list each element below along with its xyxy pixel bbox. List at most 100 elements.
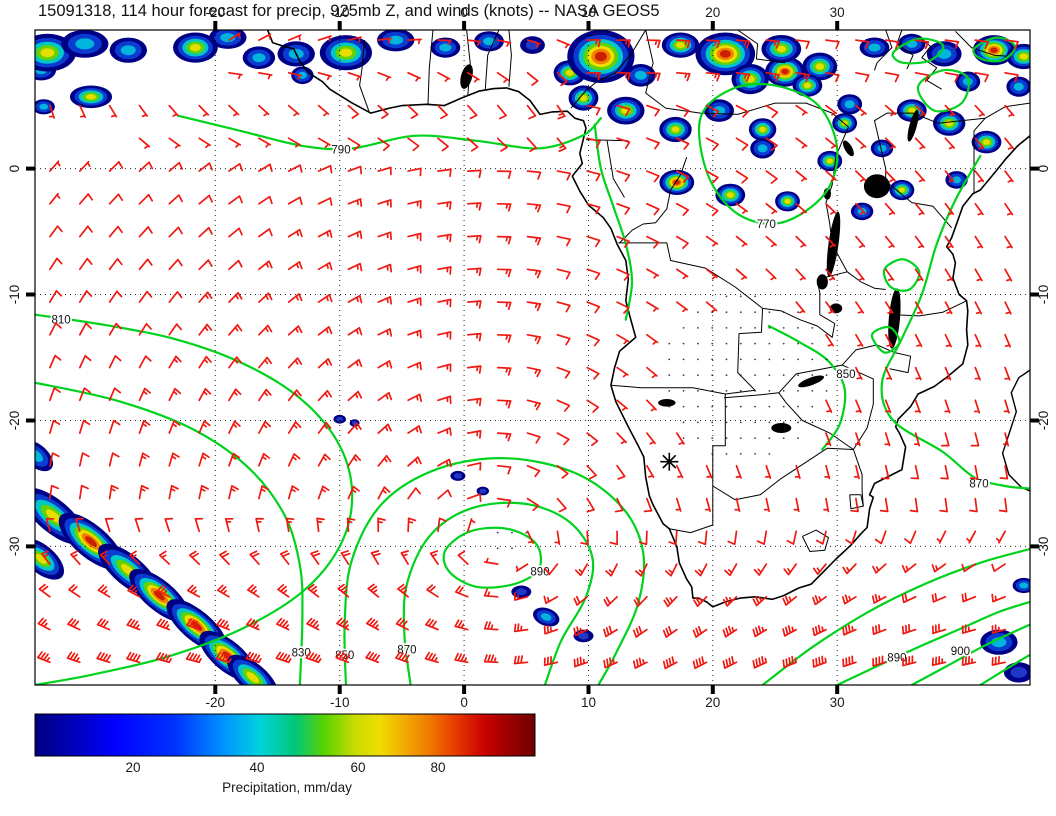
tick-mark [1030, 166, 1039, 171]
wind-barb [756, 530, 768, 545]
x-tick-label: 0 [460, 5, 468, 20]
wind-barb [78, 387, 91, 402]
precip-cell [319, 35, 372, 71]
x-tick-label: 10 [581, 695, 596, 710]
calm-dot [811, 390, 814, 392]
wind-barb [496, 268, 512, 278]
wind-barb [961, 624, 977, 634]
wind-barb [675, 202, 690, 216]
wind-barb [662, 625, 678, 638]
precip-cell [1012, 577, 1030, 594]
precip-cell [476, 486, 489, 496]
wind-barb [70, 550, 81, 565]
precip-cell [35, 99, 55, 115]
lake [823, 188, 831, 200]
wind-barb [188, 550, 201, 565]
wind-barb [616, 464, 626, 480]
wind-barb [973, 399, 981, 414]
wind-barb [108, 419, 121, 434]
precip-shade [898, 187, 905, 193]
wind-barb [67, 617, 81, 631]
wind-barb [795, 235, 807, 248]
wind-barb [466, 332, 482, 342]
wind-barb [675, 71, 691, 82]
wind-barb [752, 595, 768, 607]
wind-barb [675, 104, 690, 117]
wind-barb [795, 301, 806, 314]
wind-barb [287, 228, 303, 238]
wind-barb [825, 104, 838, 116]
calm-dot [825, 358, 828, 361]
wind-barb [287, 137, 301, 148]
wind-barb [795, 170, 808, 182]
wind-barb [168, 323, 183, 336]
precip-shade [578, 632, 589, 640]
wind-barb [126, 618, 141, 631]
wind-barb [228, 195, 243, 205]
precip-shade [453, 473, 462, 479]
wind-barb [287, 453, 301, 467]
precip-shade [565, 69, 574, 76]
wind-barb [198, 452, 210, 467]
wind-barb [815, 530, 827, 545]
wind-barb [347, 71, 362, 81]
calm-dot [768, 358, 771, 361]
calm-dot [682, 342, 685, 345]
wind-barb [556, 104, 566, 120]
precip-shade [540, 613, 552, 621]
wind-barb [1004, 268, 1013, 282]
wind-barb [705, 39, 721, 49]
x-tick-label: 10 [581, 5, 596, 20]
wind-barb [902, 655, 917, 667]
precip-cell [607, 96, 645, 125]
wind-barb [722, 656, 738, 669]
tick-mark [462, 21, 467, 30]
calm-dot [682, 390, 685, 392]
wind-barb [287, 325, 303, 336]
wind-barb [316, 517, 325, 533]
wind-barb [944, 137, 956, 150]
calm-dot [725, 421, 728, 424]
wind-barb [66, 651, 81, 664]
wind-barb [496, 104, 507, 120]
wind-barb [258, 163, 273, 172]
wind-barb [697, 530, 708, 546]
wind-barb [616, 432, 627, 445]
wind-barb [407, 361, 422, 371]
tick-mark [26, 166, 35, 171]
wind-barb [258, 452, 271, 467]
wind-barb [247, 584, 260, 598]
country-border [801, 529, 829, 552]
precip-shade [868, 43, 881, 52]
wind-barb [138, 193, 154, 205]
wind-barb [108, 484, 119, 500]
wind-barb [765, 104, 779, 119]
x-tick-label: -10 [330, 695, 350, 710]
wind-barb [246, 618, 260, 631]
calm-dot [768, 311, 771, 314]
precip-cell [945, 171, 968, 189]
tick-mark [337, 685, 342, 694]
wind-barb [705, 235, 719, 247]
calm-dot [739, 390, 742, 392]
wind-barbs-layer [36, 32, 1019, 670]
wind-barb [782, 595, 798, 606]
wind-barb [974, 170, 985, 183]
wind-barb [317, 326, 333, 336]
wind-barb [675, 137, 690, 150]
wind-barb [914, 333, 923, 348]
wind-barb [854, 432, 861, 447]
wind-barb [365, 651, 381, 664]
wind-barb [842, 624, 857, 636]
wind-barb [855, 202, 866, 215]
precip-cell [761, 35, 802, 63]
site-marker [660, 452, 679, 471]
colorbar-label: Precipitation, mm/day [222, 780, 352, 795]
height-contour [882, 258, 921, 292]
wind-barb [526, 333, 542, 345]
wind-barb [969, 464, 979, 480]
wind-barb [633, 625, 648, 638]
wind-barb [825, 333, 835, 347]
wind-barb [216, 618, 230, 631]
